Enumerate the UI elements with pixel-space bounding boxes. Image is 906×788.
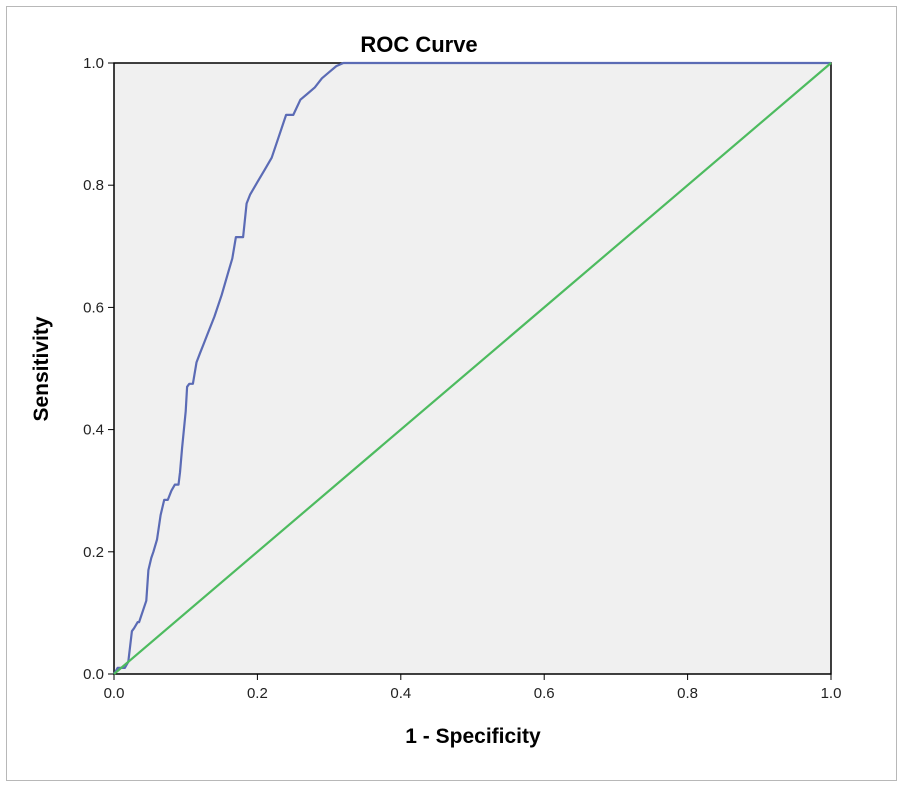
x-tick-label: 0.0 bbox=[104, 685, 125, 702]
y-tick-label: 0.8 bbox=[83, 177, 104, 194]
y-tick-label: 0.2 bbox=[83, 544, 104, 561]
x-tick-label: 0.6 bbox=[534, 685, 555, 702]
reference-line bbox=[113, 62, 832, 675]
x-tick-label: 1.0 bbox=[821, 685, 842, 702]
x-axis-label: 1 - Specificity bbox=[405, 725, 541, 748]
y-tick-label: 0.6 bbox=[83, 299, 104, 316]
roc-curve-line bbox=[113, 61, 831, 675]
y-axis-label: Sensitivity bbox=[30, 316, 53, 421]
x-tick-label: 0.4 bbox=[390, 685, 411, 702]
x-tick-label: 0.2 bbox=[247, 685, 268, 702]
y-tick-label: 1.0 bbox=[83, 55, 104, 72]
chart-title: ROC Curve bbox=[360, 32, 477, 57]
x-tick-label: 0.8 bbox=[677, 685, 698, 702]
y-tick-label: 0.4 bbox=[83, 422, 104, 439]
y-tick-label: 0.0 bbox=[83, 666, 104, 683]
